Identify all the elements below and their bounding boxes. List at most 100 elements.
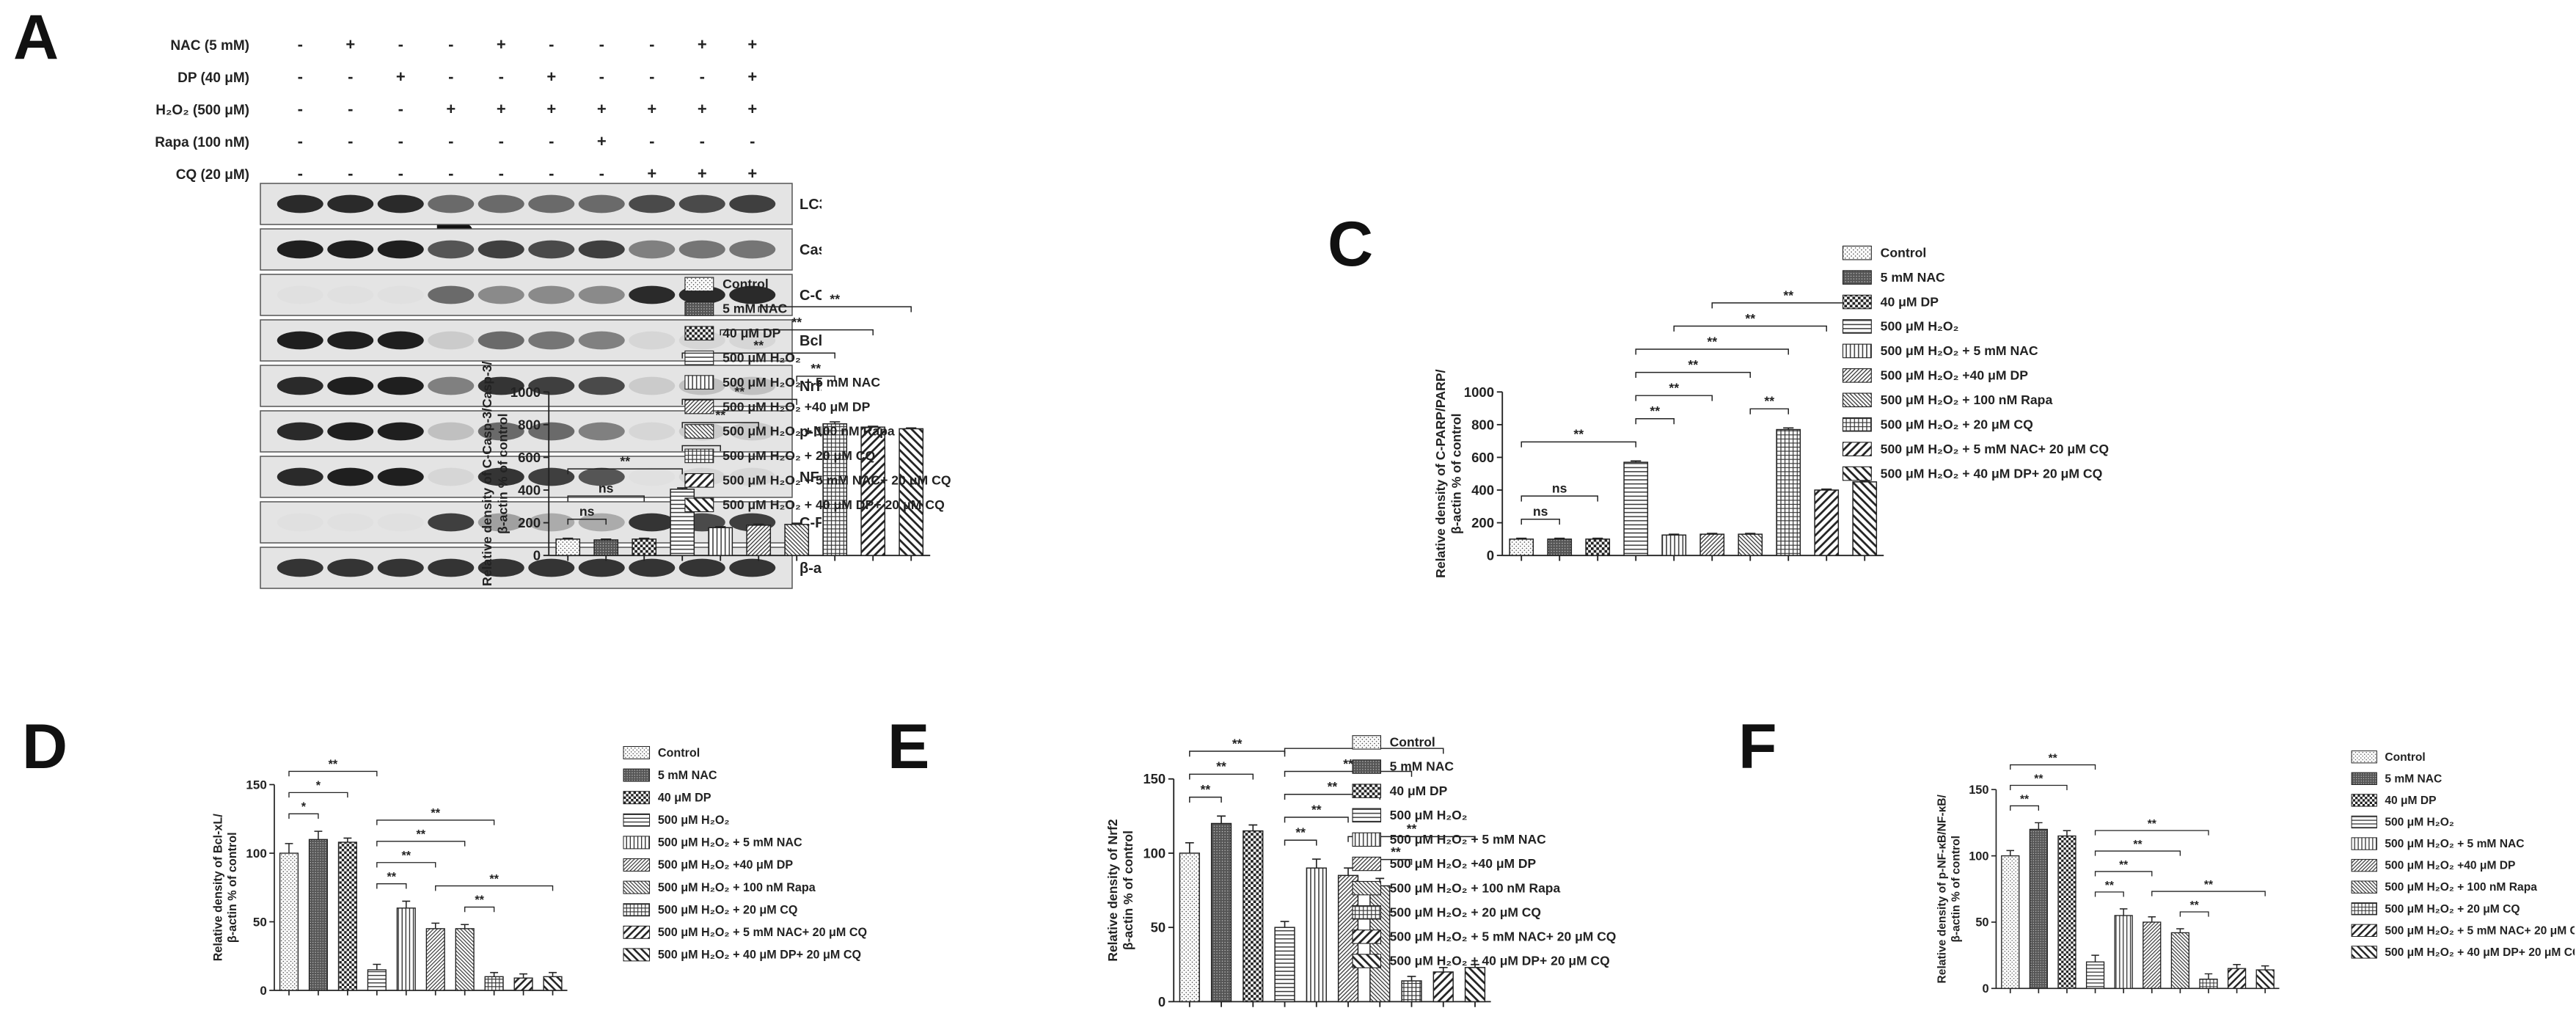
- legend-swatch: [1842, 417, 1872, 432]
- blot-band: [477, 285, 524, 304]
- treatment-sign: -: [499, 164, 504, 183]
- error-bar: [791, 522, 802, 525]
- treatment-sign: -: [448, 67, 453, 86]
- treatment-sign: +: [747, 100, 757, 118]
- legend-swatch: [2351, 772, 2377, 786]
- treatment-sign: +: [698, 35, 707, 54]
- significance-label: **: [1311, 802, 1322, 817]
- treatment-sign: -: [700, 132, 705, 150]
- error-bar: [1344, 867, 1353, 876]
- blot-band: [277, 285, 323, 304]
- y-tick-label: 100: [1143, 845, 1166, 861]
- legend-label: 500 μM H₂O₂: [1881, 319, 1959, 334]
- significance-label: **: [2119, 859, 2129, 872]
- bar: [1210, 822, 1232, 1003]
- significance-label: **: [2148, 818, 2157, 830]
- legend-swatch: [1352, 856, 1382, 872]
- legend-swatch: [684, 302, 714, 316]
- legend-label: 500 μM H₂O₂ + 40 μM DP+ 20 μM CQ: [722, 497, 945, 512]
- blot-band: [327, 558, 374, 577]
- legend-swatch: [1352, 784, 1382, 798]
- y-tick-label: 800: [518, 417, 541, 432]
- blot-band: [528, 194, 575, 213]
- bar: [1243, 830, 1264, 1003]
- legend-label: 500 μM H₂O₂ + 5 mM NAC+ 20 μM CQ: [1881, 442, 2109, 456]
- significance-label: **: [1328, 779, 1338, 794]
- error-bar: [1471, 963, 1479, 968]
- treatment-sign: +: [546, 67, 556, 86]
- legend-label: 500 μM H₂O₂ +40 μM DP: [1390, 856, 1537, 871]
- significance-bracket: [288, 813, 319, 819]
- y-tick-label: 600: [1471, 450, 1494, 465]
- legend: Control 5 mM NAC 40 μM DP 500 μM H₂O₂ 500 μM…: [2351, 750, 2575, 959]
- legend-label: 40 μM DP: [2385, 795, 2436, 807]
- treatment-sign: -: [448, 35, 453, 54]
- blot-band: [629, 558, 676, 577]
- panel-letter-a: A: [13, 2, 59, 73]
- legend-swatch: [623, 791, 651, 805]
- significance-label: **: [791, 315, 802, 329]
- treatment-sign: -: [599, 35, 604, 54]
- error-bar: [461, 924, 469, 929]
- treatment-sign: -: [298, 100, 303, 118]
- y-tick-label: 50: [1151, 920, 1166, 935]
- legend-label: 500 μM H₂O₂ + 5 mM NAC: [1390, 832, 1546, 847]
- significance-label: **: [830, 291, 840, 306]
- treatment-sign: -: [348, 132, 353, 150]
- significance-bracket: [1189, 750, 1286, 757]
- blot-band: [629, 422, 676, 441]
- treatment-sign: +: [698, 164, 707, 183]
- bar: [455, 928, 475, 991]
- significance-label: ns: [1552, 481, 1567, 496]
- significance-bracket: [1635, 418, 1675, 425]
- significance-bracket: [1711, 302, 1865, 309]
- legend-label: Control: [722, 277, 769, 291]
- y-tick-label: 100: [246, 847, 266, 861]
- treatment-sign: -: [649, 67, 654, 86]
- blot-band: [578, 331, 625, 350]
- band-label: Casp-3: [799, 242, 822, 258]
- legend-swatch: [623, 948, 651, 962]
- bar: [1401, 980, 1422, 1003]
- y-tick-label: 600: [518, 450, 541, 465]
- error-bar: [677, 487, 688, 489]
- legend-swatch: [1352, 808, 1382, 823]
- significance-bracket: [567, 468, 683, 475]
- bar: [2170, 932, 2190, 989]
- legend-label: Control: [1881, 245, 1927, 260]
- error-bar: [1783, 427, 1794, 430]
- error-bar: [1311, 858, 1321, 869]
- blot-band: [528, 558, 575, 577]
- error-bar: [1438, 966, 1448, 972]
- y-tick-label: 200: [518, 515, 541, 530]
- bar: [1738, 533, 1763, 556]
- significance-label: **: [753, 338, 764, 353]
- error-bar: [601, 538, 612, 540]
- bar: [2227, 968, 2247, 989]
- legend-label: 500 μM H₂O₂ + 5 mM NAC: [1881, 343, 2038, 358]
- legend-swatch: [2351, 837, 2377, 850]
- blot-band: [377, 558, 424, 577]
- bar: [1509, 538, 1534, 556]
- bar: [279, 852, 299, 991]
- blot-band: [428, 285, 475, 304]
- error-bar: [314, 830, 323, 840]
- significance-bracket: [796, 376, 835, 382]
- legend-label: 5 mM NAC: [1390, 759, 1455, 774]
- chart-d: 0 50 100 150 Relative density of Bcl-xL/β-ac…: [212, 746, 867, 998]
- blot-band: [629, 376, 676, 395]
- treatment-sign: +: [446, 100, 455, 118]
- significance-bracket: [2151, 891, 2266, 896]
- significance-bracket: [758, 306, 912, 313]
- significance-bracket: [1284, 770, 1413, 777]
- legend-swatch: [1352, 905, 1382, 920]
- significance-bracket: [1284, 839, 1317, 846]
- treatment-sign: -: [448, 164, 453, 183]
- y-tick-label: 150: [246, 778, 266, 792]
- legend-label: 500 μM H₂O₂ + 5 mM NAC+ 20 μM CQ: [1390, 929, 1617, 944]
- significance-bracket: [2179, 911, 2209, 917]
- treatment-sign: -: [298, 67, 303, 86]
- y-tick-label: 100: [1969, 850, 1988, 863]
- blot-band: [629, 467, 676, 486]
- blot-band: [729, 376, 776, 395]
